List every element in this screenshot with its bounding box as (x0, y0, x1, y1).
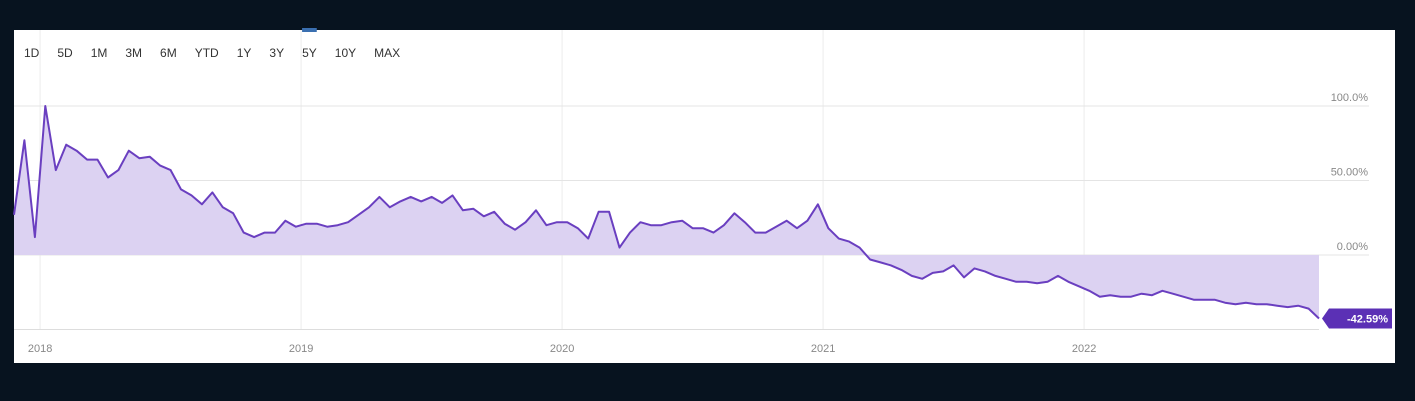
range-button[interactable]: MAX (374, 46, 400, 60)
chart-panel (14, 30, 1395, 363)
y-tick-label: 100.0% (1331, 92, 1369, 104)
x-tick-label: 2020 (550, 343, 574, 355)
range-button[interactable]: 10Y (335, 46, 356, 60)
area (14, 106, 1319, 319)
x-tick-label: 2019 (289, 343, 313, 355)
range-button[interactable]: 5D (57, 46, 73, 60)
range-button[interactable]: 6M (160, 46, 177, 60)
line (13, 105, 1320, 320)
range-button[interactable]: 5Y (302, 46, 317, 60)
x-tick-label: 2021 (811, 343, 835, 355)
range-button[interactable]: 1Y (237, 46, 252, 60)
selected-indicator (302, 28, 317, 32)
x-tick-label: 2018 (28, 343, 52, 355)
current-badge (1322, 308, 1392, 329)
range-button[interactable]: 1M (91, 46, 108, 60)
y-tick-label: 0.00% (1337, 241, 1368, 253)
range-button[interactable]: 3Y (269, 46, 284, 60)
range-button[interactable]: YTD (195, 46, 219, 60)
y-tick-label: 50.00% (1331, 166, 1369, 178)
range-button[interactable]: 3M (125, 46, 142, 60)
range-button[interactable]: 1D (24, 46, 40, 60)
x-tick-label: 2022 (1072, 343, 1096, 355)
current-label: -42.59% (1347, 313, 1388, 325)
